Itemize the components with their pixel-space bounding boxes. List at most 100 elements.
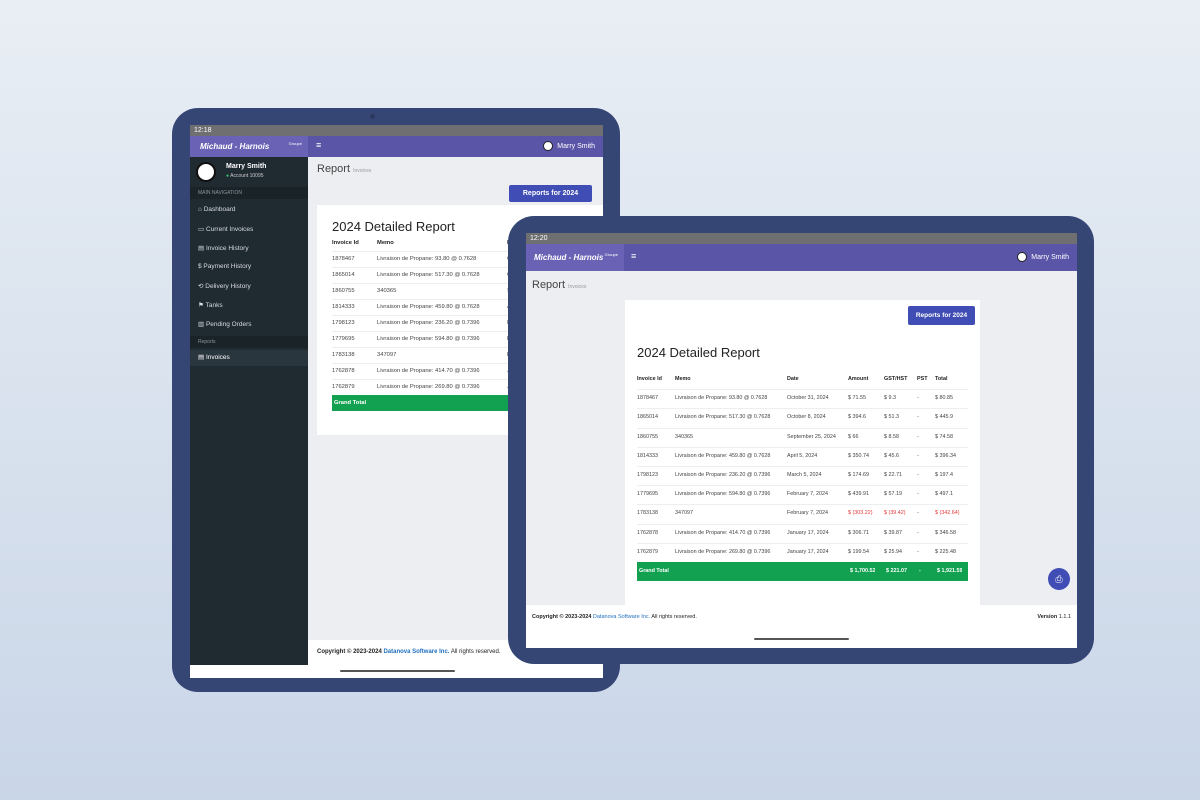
table-cell: October 8, 2024 [787,414,826,421]
table-cell: 1762879 [637,548,658,555]
table-cell: $ 45.6 [884,452,899,459]
status-time: 12:18 [194,127,212,134]
table-cell: $ 197.4 [935,472,953,478]
front-screen: 12:20 Michaud - Harnois Groupe ≡ Marry Sm… [526,233,1077,648]
table-cell: Livraison de Propane: 594.80 @ 0.7396 [377,336,480,342]
nav-item[interactable]: ▥ Pending Orders [198,321,252,328]
table-cell: 1878467 [637,395,658,402]
menu-button[interactable]: ≡ [316,140,322,150]
page-title: Report Invoices [317,163,371,175]
copyright: Copyright © 2023-2024 [532,614,592,620]
row-divider [332,331,603,332]
nav-item[interactable]: ▤ Invoice History [198,245,249,252]
table-cell: 1865014 [332,272,355,278]
report-card: Reports for 2024 2024 Detailed Report In… [625,300,980,605]
nav-label: Invoices [205,354,230,361]
row-divider [332,347,603,348]
nav-item[interactable]: ⟲ Delivery History [198,283,251,290]
camera [370,114,375,119]
table-cell: $ 8.58 [884,433,899,440]
table-cell: - [917,452,919,459]
table-cell: January 17, 2024 [787,548,829,555]
reports-button[interactable]: Reports for 2024 [908,306,975,325]
nav-label: Invoice History [205,245,249,252]
status-time: 12:20 [530,235,548,242]
reports-button[interactable]: Reports for 2024 [509,185,592,202]
footer: Copyright © 2023-2024 Datanova Software … [526,605,1077,630]
user-menu[interactable]: Marry Smith [1017,252,1069,262]
nav-item-active[interactable]: ▤ Invoices [190,350,308,366]
menu-button[interactable]: ≡ [631,251,637,261]
row-divider [637,485,968,487]
table-cell: October 31, 2024 [787,395,829,402]
grand-total-cell: $ 1,700.52 [850,568,876,574]
table-cell: September 25, 2024 [787,433,836,440]
status-bar: 12:20 [526,233,1077,244]
table-cell: 1762878 [332,368,355,374]
table-cell: 340365 [675,433,693,440]
row-divider [637,446,968,448]
grand-total-cell: $ 221.07 [886,568,907,574]
table-cell: $ 80.85 [935,395,953,402]
status-bar: 12:18 [190,125,603,136]
user-menu[interactable]: Marry Smith [543,141,595,151]
brand: Michaud - Harnois [200,142,270,151]
table-cell: 1814333 [637,452,658,459]
table-cell: Livraison de Propane: 93.80 @ 0.7628 [377,256,477,262]
table-cell: $ 439.91 [848,491,869,498]
table-cell: 1814333 [332,304,355,310]
page-title-text: Report [532,279,566,291]
row-divider [332,283,603,284]
sidebar-user: Marry Smith [226,163,267,170]
copyright: Copyright © 2023-2024 [317,649,382,655]
report-table: Invoice Id Memo Date Amount GST/HST PST Total 1… [637,370,968,582]
table-cell: Livraison de Propane: 236.20 @ 0.7396 [675,472,771,478]
table-cell: March 5, 2024 [787,472,822,478]
table-cell: $ (39.42) [884,510,906,517]
row-divider [332,267,603,268]
row-divider [637,466,968,467]
table-cell: $ (342.64) [935,510,960,517]
table-cell: - [917,491,919,498]
nav-item[interactable]: ⚑ Tanks [198,302,223,309]
table-cell: $ 39.87 [884,529,902,536]
column-header: Memo [675,376,691,382]
row-divider [332,379,603,380]
page-subtitle: Invoices [353,168,372,174]
table-cell: - [917,472,919,478]
table-cell: Livraison de Propane: 414.70 @ 0.7396 [377,368,480,374]
table-cell: January 17, 2024 [787,529,829,536]
nav-item[interactable]: $ Payment History [198,263,252,270]
row-divider [332,251,603,252]
table-cell: 1779695 [637,491,658,498]
logo: Michaud - Harnois Groupe [526,244,624,271]
gesture-bar [754,638,849,640]
grand-total-cell: Grand Total [334,400,367,406]
table-cell: 1865014 [637,414,658,421]
report-title: 2024 Detailed Report [332,219,455,234]
row-divider [637,389,968,391]
nav-label: Pending Orders [205,321,252,328]
avatar [543,141,554,151]
version-label: Version [1037,614,1058,620]
nav-item[interactable]: ⌂ Dashboard [198,206,236,213]
user-name: Marry Smith [1031,253,1069,261]
column-header: Total [935,376,948,382]
table-cell: Livraison de Propane: 269.80 @ 0.7396 [377,384,480,390]
rights: All rights reserved. [651,614,697,620]
nav-item[interactable]: ▭ Current Invoices [198,226,254,233]
table-cell: $ 71.55 [848,395,866,402]
table-cell: Livraison de Propane: 459.80 @ 0.7628 [377,304,480,310]
row-divider [332,315,603,316]
table-cell: 1762878 [637,529,658,536]
table-cell: Livraison de Propane: 459.80 @ 0.7628 [675,452,771,459]
reports-section: Reports [190,336,308,348]
print-button[interactable]: ⎙ [1048,568,1070,590]
nav-section: MAIN NAVIGATION [190,187,308,199]
grand-total-cell: Grand Total [639,568,669,574]
sidebar-avatar [196,162,216,182]
brand-sub: Groupe [288,141,302,146]
app-header: Michaud - Harnois Groupe ≡ Marry Smith [526,244,1077,271]
table-cell: Livraison de Propane: 517.30 @ 0.7628 [675,414,771,421]
table-cell: $ 350.74 [848,452,869,459]
